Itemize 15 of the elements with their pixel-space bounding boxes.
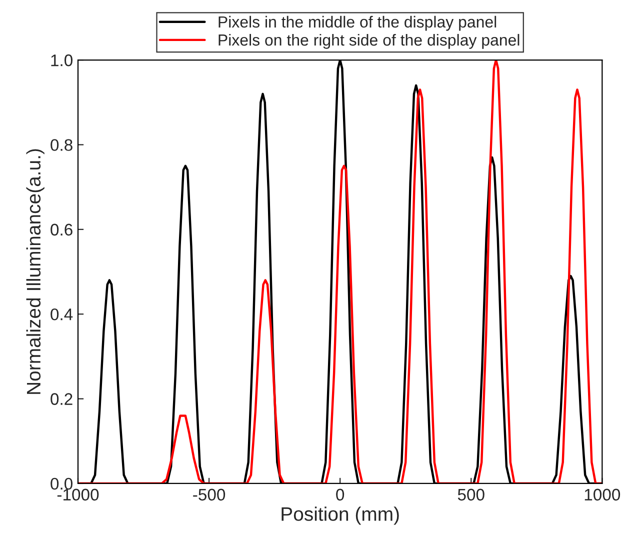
legend-label: Pixels in the middle of the display panel [218, 16, 496, 31]
x-tick-label: 0 [336, 488, 344, 501]
x-tick-label: 1000 [584, 488, 620, 501]
y-tick-label: 1.0 [51, 54, 72, 66]
y-tick-label: 0.0 [50, 478, 72, 490]
y-tick-label: 0.8 [50, 139, 72, 151]
x-axis-title: Position (mm) [282, 506, 399, 525]
x-tick-label: -1000 [57, 488, 99, 501]
y-tick-label: 0.4 [50, 308, 73, 320]
y-axis-title: Normalized Illuminance(a.u.) [26, 149, 44, 394]
y-tick-label: 0.6 [50, 224, 72, 236]
x-tick-label: -500 [193, 488, 226, 501]
legend-label: Pixels on the right side of the display panel [218, 34, 520, 49]
x-tick-label: 500 [458, 488, 484, 501]
y-tick-label: 0.2 [50, 393, 72, 405]
